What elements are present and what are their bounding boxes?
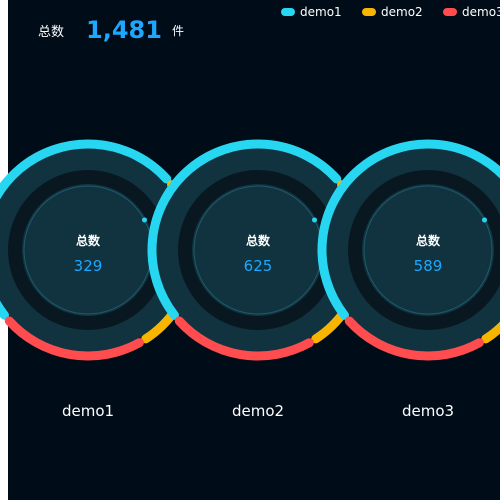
donut-slice-demo1[interactable] xyxy=(147,139,342,320)
donut-center-label: 总数 xyxy=(246,233,271,248)
donut-slice-demo3[interactable] xyxy=(4,316,144,361)
legend-label: demo3 xyxy=(462,5,500,19)
legend-swatch-demo1 xyxy=(281,8,295,16)
donut-center-value: 625 xyxy=(244,257,273,275)
donut-indicator-dot xyxy=(482,217,488,223)
donut-chart-demo3: 总数 589 demo3 xyxy=(317,139,500,420)
total-summary: 总数 1,481 件 xyxy=(38,14,184,46)
donut-title: demo2 xyxy=(232,402,284,420)
legend-item-demo3[interactable]: demo3 xyxy=(443,4,500,20)
donut-center-label: 总数 xyxy=(76,233,101,248)
donut-center-value: 589 xyxy=(414,257,443,275)
donut-center-label: 总数 xyxy=(416,233,441,248)
legend-swatch-demo2 xyxy=(362,8,376,16)
legend-label: demo2 xyxy=(381,5,423,19)
donut-center-value: 329 xyxy=(74,257,103,275)
legend-item-demo2[interactable]: demo2 xyxy=(362,4,423,20)
donut-slice-demo1[interactable] xyxy=(317,139,500,320)
legend-item-demo1[interactable]: demo1 xyxy=(281,4,342,20)
donut-slice-demo1[interactable] xyxy=(0,139,172,320)
donut-inner-outline xyxy=(363,185,493,315)
total-label: 总数 xyxy=(38,24,65,40)
donut-inner-ring xyxy=(348,170,500,330)
donut-slice-demo3[interactable] xyxy=(344,316,484,361)
donut-title: demo3 xyxy=(402,402,454,420)
legend: demo1 demo2 demo3 xyxy=(281,4,500,20)
donut-indicator-dot xyxy=(142,217,148,223)
total-unit: 件 xyxy=(171,23,184,38)
donut-slice-demo3[interactable] xyxy=(174,316,314,361)
total-value: 1,481 xyxy=(86,16,162,44)
legend-label: demo1 xyxy=(300,5,342,19)
legend-swatch-demo3 xyxy=(443,8,457,16)
donut-title: demo1 xyxy=(62,402,114,420)
donut-indicator-dot xyxy=(312,217,318,223)
